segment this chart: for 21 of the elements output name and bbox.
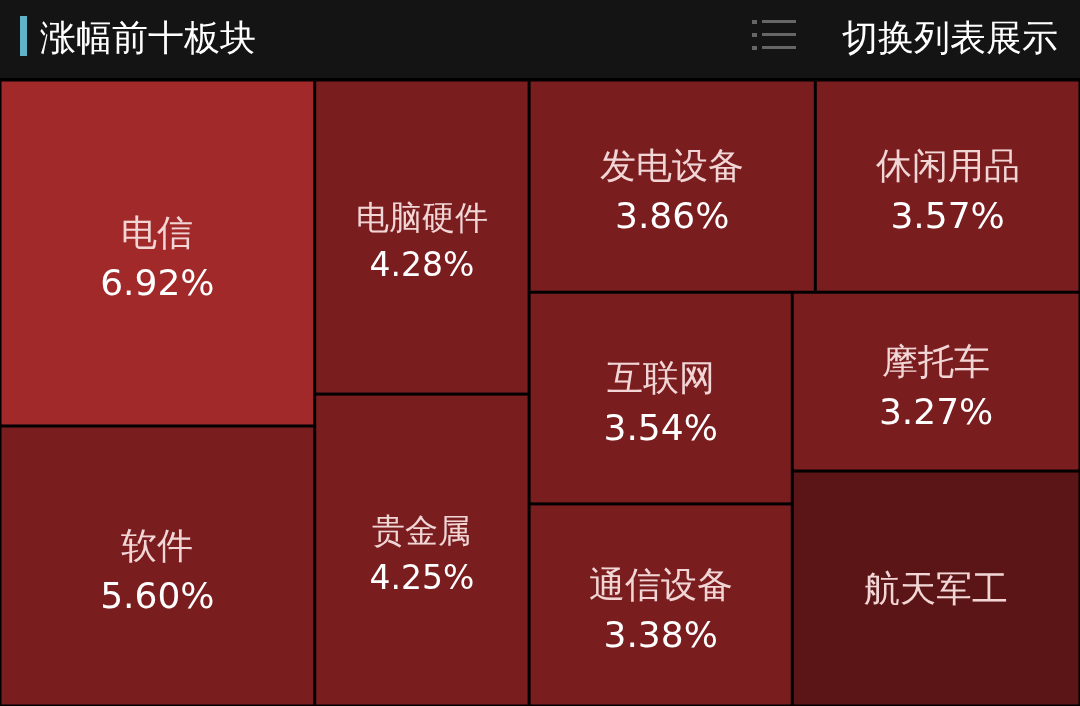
- data-label: 3.38%: [603, 613, 718, 655]
- category-label: 贵金属: [372, 511, 472, 551]
- category-label: 软件: [121, 525, 194, 566]
- data-label: 3.27%: [878, 390, 994, 432]
- data-label: 6.92%: [100, 262, 215, 303]
- category-label: 摩托车: [882, 340, 991, 382]
- data-label: 3.86%: [615, 195, 730, 237]
- category-label: 电信: [121, 212, 194, 253]
- text: 涨幅前十板块: [40, 17, 256, 58]
- category-label: 互联网: [606, 357, 715, 399]
- data-label: 4.28%: [369, 245, 475, 285]
- category-label: 通信设备: [588, 563, 733, 605]
- category-label: 休闲用品: [875, 145, 1020, 187]
- data-label: 3.54%: [603, 407, 718, 449]
- data-label: 3.57%: [890, 195, 1005, 237]
- category-label: 航天军工: [864, 568, 1009, 610]
- text: 切换列表展示: [842, 17, 1058, 58]
- data-label: 5.60%: [100, 575, 215, 616]
- category-label: 发电设备: [600, 145, 745, 187]
- data-label: 4.25%: [369, 558, 475, 598]
- category-label: 电脑硬件: [355, 198, 488, 238]
